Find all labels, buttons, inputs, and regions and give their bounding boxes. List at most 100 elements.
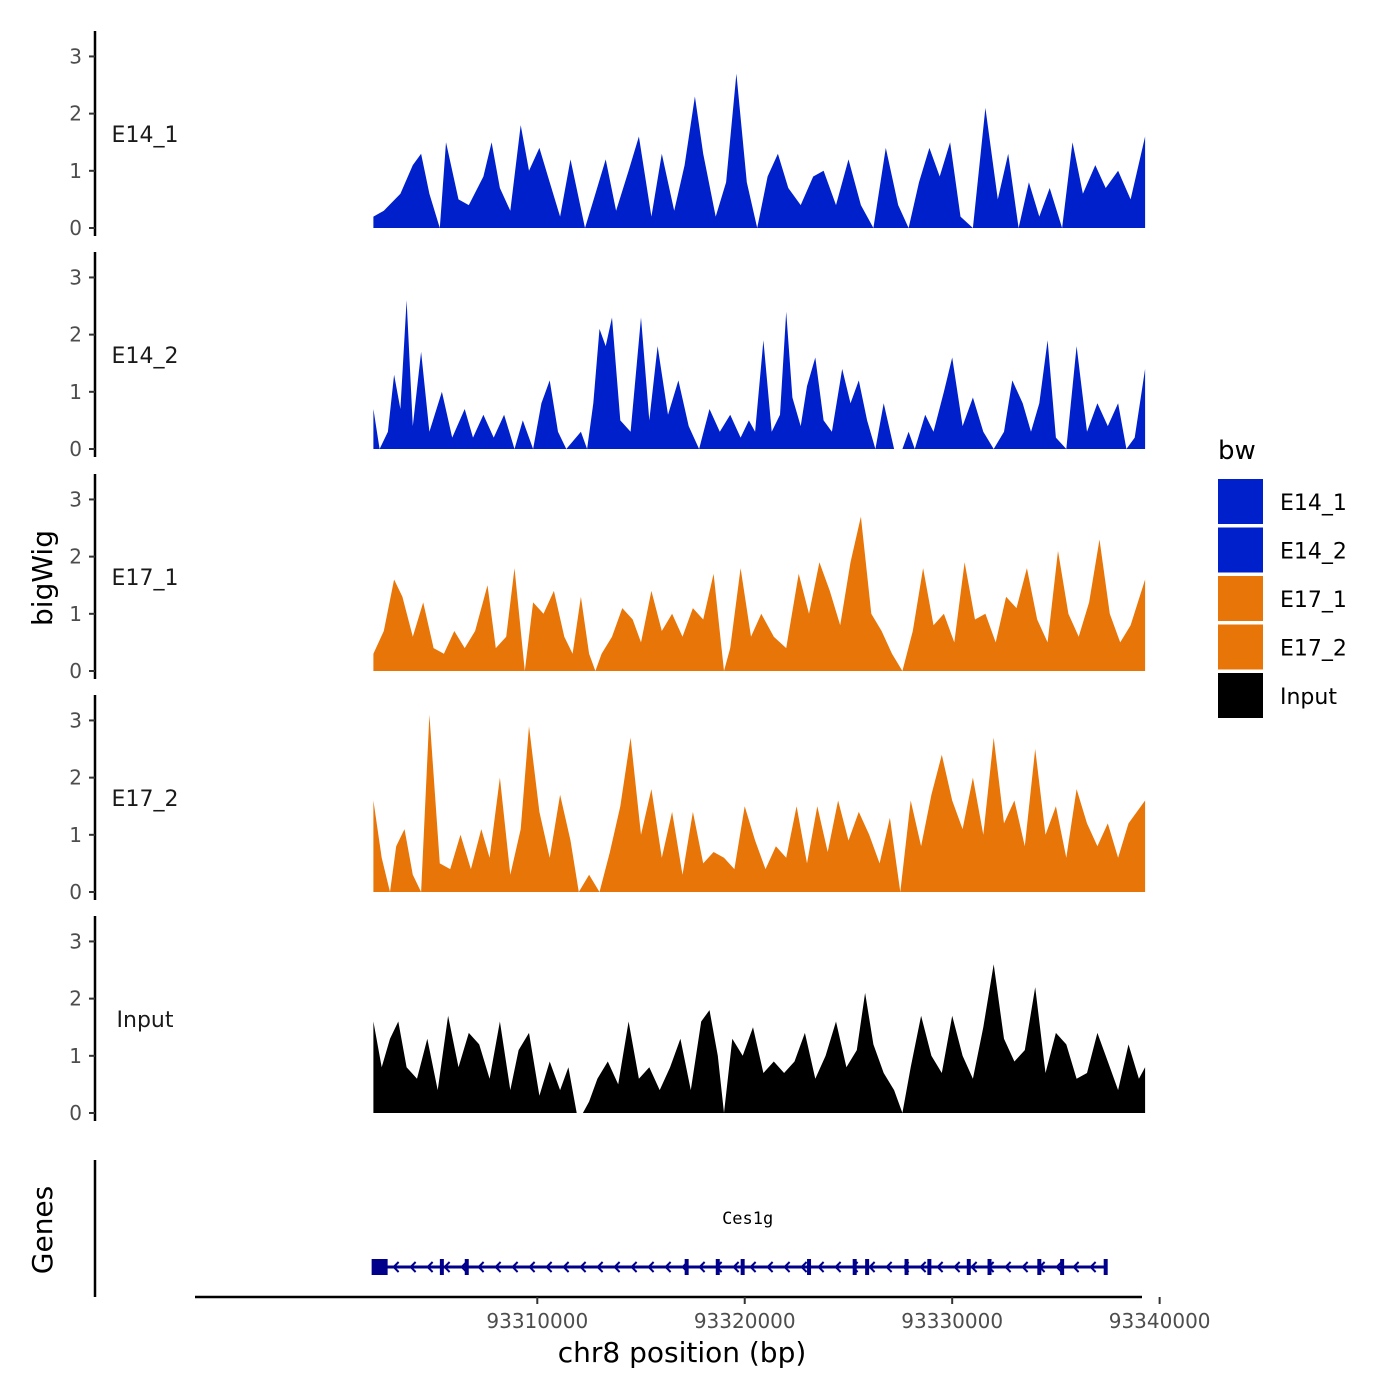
exon-mark — [987, 1259, 992, 1275]
strand-arrow — [953, 1261, 961, 1273]
strand-arrow — [834, 1261, 842, 1273]
strand-arrow — [698, 1261, 706, 1273]
x-tick-label: 93310000 — [486, 1309, 588, 1333]
legend-swatch-e14_2 — [1218, 527, 1263, 573]
strand-arrow — [630, 1261, 638, 1273]
strand-arrow — [885, 1261, 893, 1273]
exon-mark — [927, 1259, 932, 1275]
y-tick-label: 2 — [69, 323, 82, 347]
y-tick-label: 2 — [69, 545, 82, 569]
x-axis: 93310000 93320000 93330000 93340000 — [195, 1295, 1211, 1333]
y-tick-label: 0 — [69, 1101, 82, 1125]
coverage-area-e14_2 — [373, 300, 1146, 449]
coverage-area-e17_1 — [373, 516, 1146, 671]
track-panels: 0 1 2 3 0 1 2 3 0 1 2 3 0 1 2 3 0 1 2 3 — [69, 31, 1146, 1125]
track-panel-e17_2: 0 1 2 3 — [69, 695, 1146, 904]
y-tick-label: 0 — [69, 659, 82, 683]
exon-mark — [715, 1259, 720, 1275]
strand-arrow — [1072, 1261, 1080, 1273]
track-panel-e14_2: 0 1 2 3 — [69, 252, 1146, 461]
y-tick-label: 3 — [69, 265, 82, 289]
y-tick-label: 3 — [69, 708, 82, 732]
y-tick-label: 1 — [69, 602, 82, 626]
strand-arrow — [749, 1261, 757, 1273]
legend: bw E14_1 E14_2 E17_1 E17_2 Input — [1218, 436, 1347, 718]
track-panel-e17_1: 0 1 2 3 — [69, 474, 1146, 683]
y-axis-title: bigWig — [26, 530, 59, 626]
exon-mark — [904, 1259, 909, 1275]
coverage-area-input — [373, 964, 1146, 1113]
x-tick-label: 93340000 — [1109, 1309, 1211, 1333]
strand-arrow — [647, 1261, 655, 1273]
genes-axis-title: Genes — [26, 1186, 59, 1274]
y-tick-label: 1 — [69, 823, 82, 847]
y-tick-label: 3 — [69, 929, 82, 953]
exon-mark — [1103, 1259, 1108, 1275]
strand-arrow — [1089, 1261, 1097, 1273]
y-tick-label: 2 — [69, 766, 82, 790]
y-tick-label: 1 — [69, 159, 82, 183]
y-tick-label: 3 — [69, 44, 82, 68]
track-panel-e14_1: 0 1 2 3 — [69, 31, 1146, 240]
exon-mark — [740, 1259, 745, 1275]
strand-arrow — [596, 1261, 604, 1273]
track-strip-labels: E14_1 E14_2 E17_1 E17_2 Input — [112, 123, 179, 1033]
strand-arrow — [919, 1261, 927, 1273]
track-panel-input: 0 1 2 3 — [69, 916, 1146, 1125]
strand-arrow — [766, 1261, 774, 1273]
strip-label-e14_2: E14_2 — [112, 344, 179, 369]
exon-mark — [1037, 1259, 1042, 1275]
x-tick-label: 93320000 — [694, 1309, 796, 1333]
exon-mark — [1060, 1259, 1065, 1275]
y-tick-label: 1 — [69, 380, 82, 404]
legend-swatch-input — [1218, 673, 1263, 718]
strand-arrow — [732, 1261, 740, 1273]
legend-label-e17_2: E17_2 — [1280, 637, 1347, 662]
strand-arrow — [511, 1261, 519, 1273]
exon-mark — [852, 1259, 857, 1275]
strand-arrow — [494, 1261, 502, 1273]
strand-arrow — [1021, 1261, 1029, 1273]
legend-label-e17_1: E17_1 — [1280, 588, 1347, 613]
legend-label-e14_1: E14_1 — [1280, 491, 1347, 516]
coverage-area-e14_1 — [373, 73, 1146, 228]
strand-arrow — [409, 1261, 417, 1273]
strand-arrow — [562, 1261, 570, 1273]
exon-mark — [684, 1259, 689, 1275]
strand-arrow — [1004, 1261, 1012, 1273]
y-tick-label: 3 — [69, 487, 82, 511]
strip-label-e17_1: E17_1 — [112, 566, 179, 591]
strand-arrow — [579, 1261, 587, 1273]
strand-arrow — [443, 1261, 451, 1273]
strand-arrow — [817, 1261, 825, 1273]
legend-swatch-e14_1 — [1218, 479, 1263, 524]
exon-mark — [807, 1259, 812, 1275]
strand-arrow — [477, 1261, 485, 1273]
exon-mark — [966, 1259, 971, 1275]
legend-swatch-e17_2 — [1218, 624, 1263, 670]
strand-arrow — [528, 1261, 536, 1273]
x-axis-title: chr8 position (bp) — [558, 1336, 807, 1369]
strand-arrow — [783, 1261, 791, 1273]
strand-arrow — [1055, 1261, 1063, 1273]
y-tick-label: 1 — [69, 1044, 82, 1068]
y-tick-label: 0 — [69, 216, 82, 240]
strand-arrow — [868, 1261, 876, 1273]
strip-label-e17_2: E17_2 — [112, 787, 179, 812]
strand-arrow — [613, 1261, 621, 1273]
y-tick-label: 0 — [69, 880, 82, 904]
strand-arrow — [970, 1261, 978, 1273]
strand-arrow — [664, 1261, 672, 1273]
coverage-area-e17_2 — [373, 714, 1146, 892]
gene-label: Ces1g — [722, 1209, 773, 1229]
y-tick-label: 2 — [69, 987, 82, 1011]
strip-label-input: Input — [117, 1008, 174, 1033]
legend-label-e14_2: E14_2 — [1280, 540, 1347, 565]
exon-mark — [464, 1259, 469, 1275]
exon-mark — [439, 1259, 444, 1275]
exon-mark — [865, 1259, 870, 1275]
strand-arrow — [800, 1261, 808, 1273]
strand-arrow — [936, 1261, 944, 1273]
